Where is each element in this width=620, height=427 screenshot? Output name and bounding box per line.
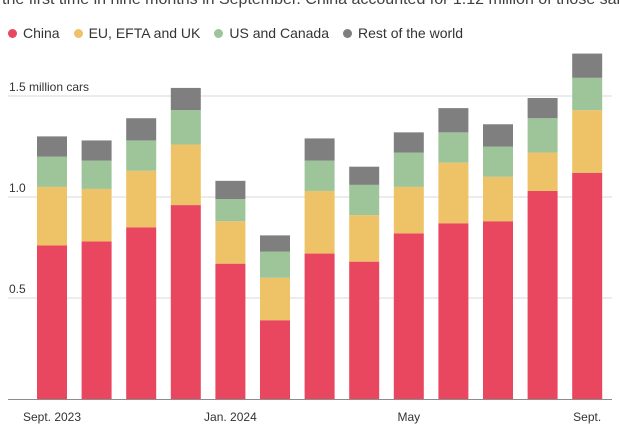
bar-segment-us-and-canada [349, 184, 380, 216]
bar-segment-eu-efta-and-uk [304, 190, 335, 254]
bar-segment-eu-efta-and-uk [260, 277, 290, 321]
bar-segment-rest-of-the-world [527, 98, 558, 119]
bar-segment-china [572, 172, 603, 399]
legend-swatch-eu [73, 28, 83, 38]
bar-segment-rest-of-the-world [349, 166, 380, 185]
bar-segment-us-and-canada [572, 77, 603, 111]
bar-segment-rest-of-the-world [170, 87, 201, 111]
bar-segment-us-and-canada [126, 140, 157, 171]
bar-segment-eu-efta-and-uk [527, 152, 558, 191]
bar-segment-us-and-canada [483, 146, 513, 177]
bar-segment-us-and-canada [260, 251, 290, 278]
bar-segment-us-and-canada [37, 156, 67, 187]
bar-segment-eu-efta-and-uk [572, 110, 603, 173]
bar-segment-eu-efta-and-uk [126, 170, 157, 228]
bar-segment-us-and-canada [438, 132, 469, 163]
bar-segment-rest-of-the-world [438, 108, 469, 133]
bar-segment-rest-of-the-world [260, 235, 290, 252]
bar-segment-china [527, 190, 558, 399]
bar-segment-us-and-canada [81, 160, 112, 189]
legend-item-eu: EU, EFTA and UK [73, 25, 201, 41]
bar-segment-china [260, 320, 290, 399]
bar-segment-china [215, 263, 246, 399]
legend-swatch-china [8, 28, 17, 38]
bar-segment-eu-efta-and-uk [215, 221, 246, 264]
x-tick-label: Sept. [573, 410, 601, 424]
bar-segment-china [126, 227, 157, 399]
bar-segment-eu-efta-and-uk [438, 162, 469, 224]
bar-segment-rest-of-the-world [572, 53, 603, 78]
x-tick-label: May [397, 410, 420, 424]
bar-segment-rest-of-the-world [37, 136, 67, 157]
legend-label-us: US and Canada [229, 25, 330, 41]
legend-item-china: China [8, 25, 60, 41]
y-tick-label: 1.0 [9, 181, 26, 195]
bar-segment-rest-of-the-world [81, 140, 112, 161]
bar-segment-eu-efta-and-uk [170, 144, 201, 206]
bar-segment-us-and-canada [527, 118, 558, 153]
legend-swatch-us [214, 28, 224, 38]
bar-segment-us-and-canada [170, 110, 201, 145]
legend-label-eu: EU, EFTA and UK [88, 25, 201, 41]
bar-segment-china [438, 223, 469, 399]
bar-segment-china [37, 245, 67, 399]
y-tick-label: 0.5 [9, 282, 26, 296]
bar-segment-china [304, 253, 335, 399]
bar-segment-eu-efta-and-uk [37, 186, 67, 246]
chart-legend: China EU, EFTA and UK US and Canada Rest… [8, 25, 477, 41]
bar-segment-rest-of-the-world [483, 124, 513, 147]
bar-segment-china [393, 233, 424, 399]
y-tick-label: 1.5 million cars [9, 80, 89, 94]
legend-label-rest: Rest of the world [358, 25, 464, 41]
bar-segment-rest-of-the-world [304, 138, 335, 161]
x-tick-label: Jan. 2024 [204, 410, 257, 424]
bar-segment-eu-efta-and-uk [483, 176, 513, 222]
chart-subtitle: the first time in nine months in Septemb… [2, 0, 620, 9]
bar-segment-rest-of-the-world [393, 132, 424, 153]
bar-segment-eu-efta-and-uk [393, 186, 424, 234]
bar-segment-china [483, 221, 513, 399]
bar-segment-china [349, 261, 380, 399]
bar-segment-us-and-canada [304, 160, 335, 191]
bar-segment-china [170, 205, 201, 399]
bar-segment-eu-efta-and-uk [349, 215, 380, 262]
legend-item-us: US and Canada [214, 25, 329, 41]
legend-swatch-rest [343, 28, 353, 38]
bar-segment-rest-of-the-world [126, 118, 157, 141]
x-tick-label: Sept. 2023 [23, 410, 81, 424]
bar-segment-rest-of-the-world [215, 180, 246, 200]
legend-item-rest: Rest of the world [343, 25, 463, 41]
bar-segment-us-and-canada [393, 152, 424, 187]
bar-segment-eu-efta-and-uk [81, 188, 112, 242]
bar-segment-china [81, 241, 112, 399]
legend-label-china: China [23, 25, 60, 41]
bar-segment-us-and-canada [215, 199, 246, 222]
